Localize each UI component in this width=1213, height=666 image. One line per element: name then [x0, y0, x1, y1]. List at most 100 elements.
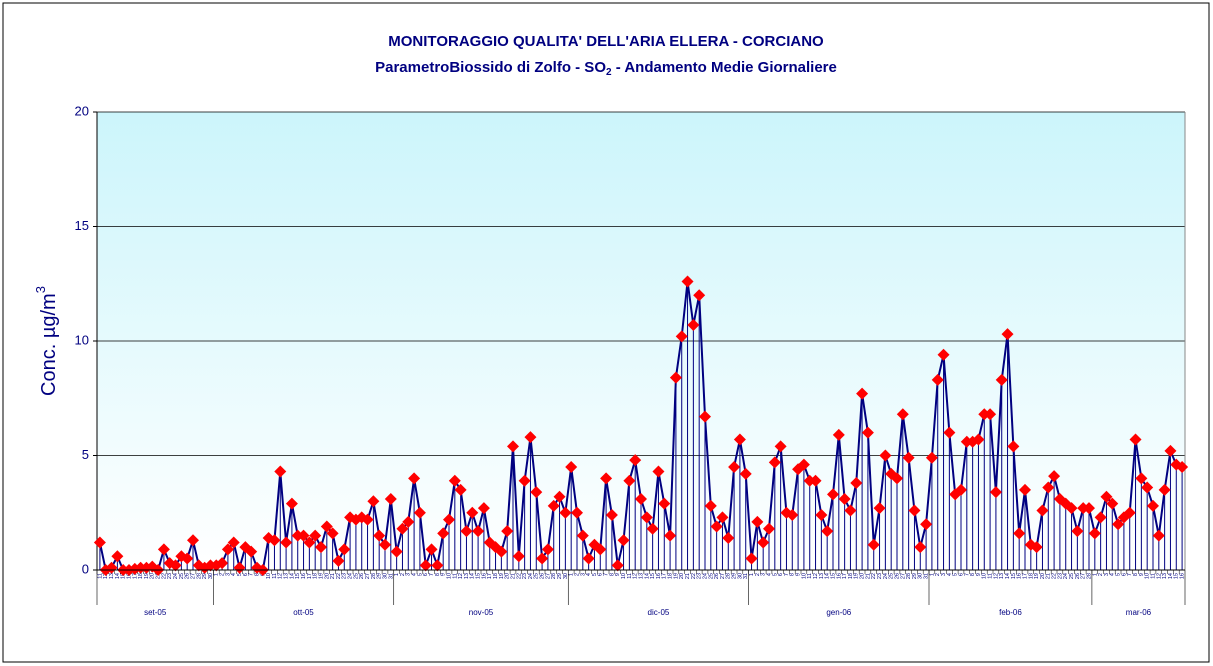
x-tick-label: 14 [115, 573, 121, 579]
marker [1007, 440, 1020, 453]
marker [309, 529, 322, 542]
x-tick-label: 12 [278, 573, 284, 579]
x-tick-label: 9 [1139, 573, 1145, 576]
x-tick-label: 28 [371, 573, 377, 579]
marker [722, 531, 735, 544]
x-tick-label: 3 [761, 573, 767, 576]
x-tick-label: 17 [1022, 573, 1028, 579]
marker [594, 543, 607, 556]
group-label: dic-05 [648, 608, 670, 617]
x-tick-label: 8 [1133, 573, 1139, 576]
marker [326, 527, 339, 540]
x-tick-label: 1 [569, 573, 575, 576]
marker [925, 451, 938, 464]
marker [1048, 470, 1061, 483]
marker [1164, 444, 1177, 457]
marker [891, 472, 903, 485]
x-tick-label: 13 [638, 573, 644, 579]
marker [413, 506, 426, 519]
x-tick-label: 7 [429, 573, 435, 576]
x-tick-label: 8 [435, 573, 441, 576]
x-tick-label: 20 [1040, 573, 1046, 579]
marker [710, 520, 723, 533]
y-axis-label: Conc. µg/m3 [33, 286, 60, 396]
x-tick-label: 1 [929, 573, 935, 576]
y-tick-label: 10 [75, 332, 89, 347]
marker [827, 488, 839, 501]
x-tick-label: 12 [993, 573, 999, 579]
marker [547, 499, 560, 512]
marker [524, 431, 537, 444]
x-tick-label: 24 [1063, 573, 1069, 579]
marker [320, 520, 333, 533]
x-tick-label: 11 [1150, 573, 1156, 579]
marker [774, 440, 787, 453]
x-tick-label: 19 [673, 573, 679, 579]
x-tick-label: 28 [726, 573, 732, 579]
marker [757, 536, 770, 549]
x-tick-label: 5 [1116, 573, 1122, 576]
x-tick-label: 20 [679, 573, 685, 579]
x-tick-label: 22 [1052, 573, 1058, 579]
x-tick-label: 13 [464, 573, 470, 579]
marker [571, 506, 583, 519]
marker [704, 499, 717, 512]
x-tick-label: 12 [103, 573, 109, 579]
marker [105, 561, 118, 574]
marker [396, 522, 409, 535]
marker [809, 474, 822, 487]
marker [1141, 481, 1154, 494]
x-tick-label: 11 [988, 573, 994, 579]
marker [1158, 483, 1171, 496]
x-tick-label: 28 [551, 573, 557, 579]
x-tick-label: 21 [330, 573, 336, 579]
x-tick-label: 26 [540, 573, 546, 579]
marker [448, 474, 461, 487]
x-tick-label: 2 [400, 573, 406, 576]
x-tick-label: 24 [702, 573, 708, 579]
marker [419, 559, 432, 572]
x-tick-label: 7 [1127, 573, 1133, 576]
x-tick-label: 16 [1180, 573, 1186, 579]
marker [576, 529, 589, 542]
x-tick-label: 9 [615, 573, 621, 576]
marker [844, 504, 857, 517]
x-tick-label: 10 [801, 573, 807, 579]
x-tick-label: 11 [97, 573, 103, 579]
x-tick-label: 3 [406, 573, 412, 576]
marker [1112, 518, 1125, 531]
x-tick-label: 2 [935, 573, 941, 576]
marker [687, 318, 700, 331]
x-tick-label: 22 [516, 573, 522, 579]
marker [995, 373, 1008, 386]
marker [716, 511, 729, 524]
y-label-text: Conc. µg/m [38, 293, 60, 396]
marker [675, 330, 688, 343]
x-tick-label: 21 [1046, 573, 1052, 579]
marker [681, 275, 694, 288]
marker [221, 543, 234, 556]
marker [501, 525, 514, 538]
x-tick-label: 7 [604, 573, 610, 576]
marker [733, 433, 746, 446]
marker [181, 552, 194, 565]
x-tick-label: 24 [348, 573, 354, 579]
marker [832, 428, 845, 441]
marker [443, 513, 455, 526]
marker [1123, 506, 1136, 519]
x-tick-label: 1 [394, 573, 400, 576]
marker [303, 536, 316, 549]
x-tick-label: 3 [941, 573, 947, 576]
x-tick-label: 22 [161, 573, 167, 579]
x-tick-label: 9 [441, 573, 447, 576]
x-tick-label: 20 [505, 573, 511, 579]
x-tick-label: 26 [185, 573, 191, 579]
x-tick-label: 27 [365, 573, 371, 579]
x-tick-label: 27 [190, 573, 196, 579]
marker [786, 509, 799, 522]
marker [693, 289, 706, 302]
marker [1083, 502, 1095, 515]
x-tick-label: 28 [906, 573, 912, 579]
marker [867, 538, 880, 551]
x-tick-label: 5 [417, 573, 423, 576]
